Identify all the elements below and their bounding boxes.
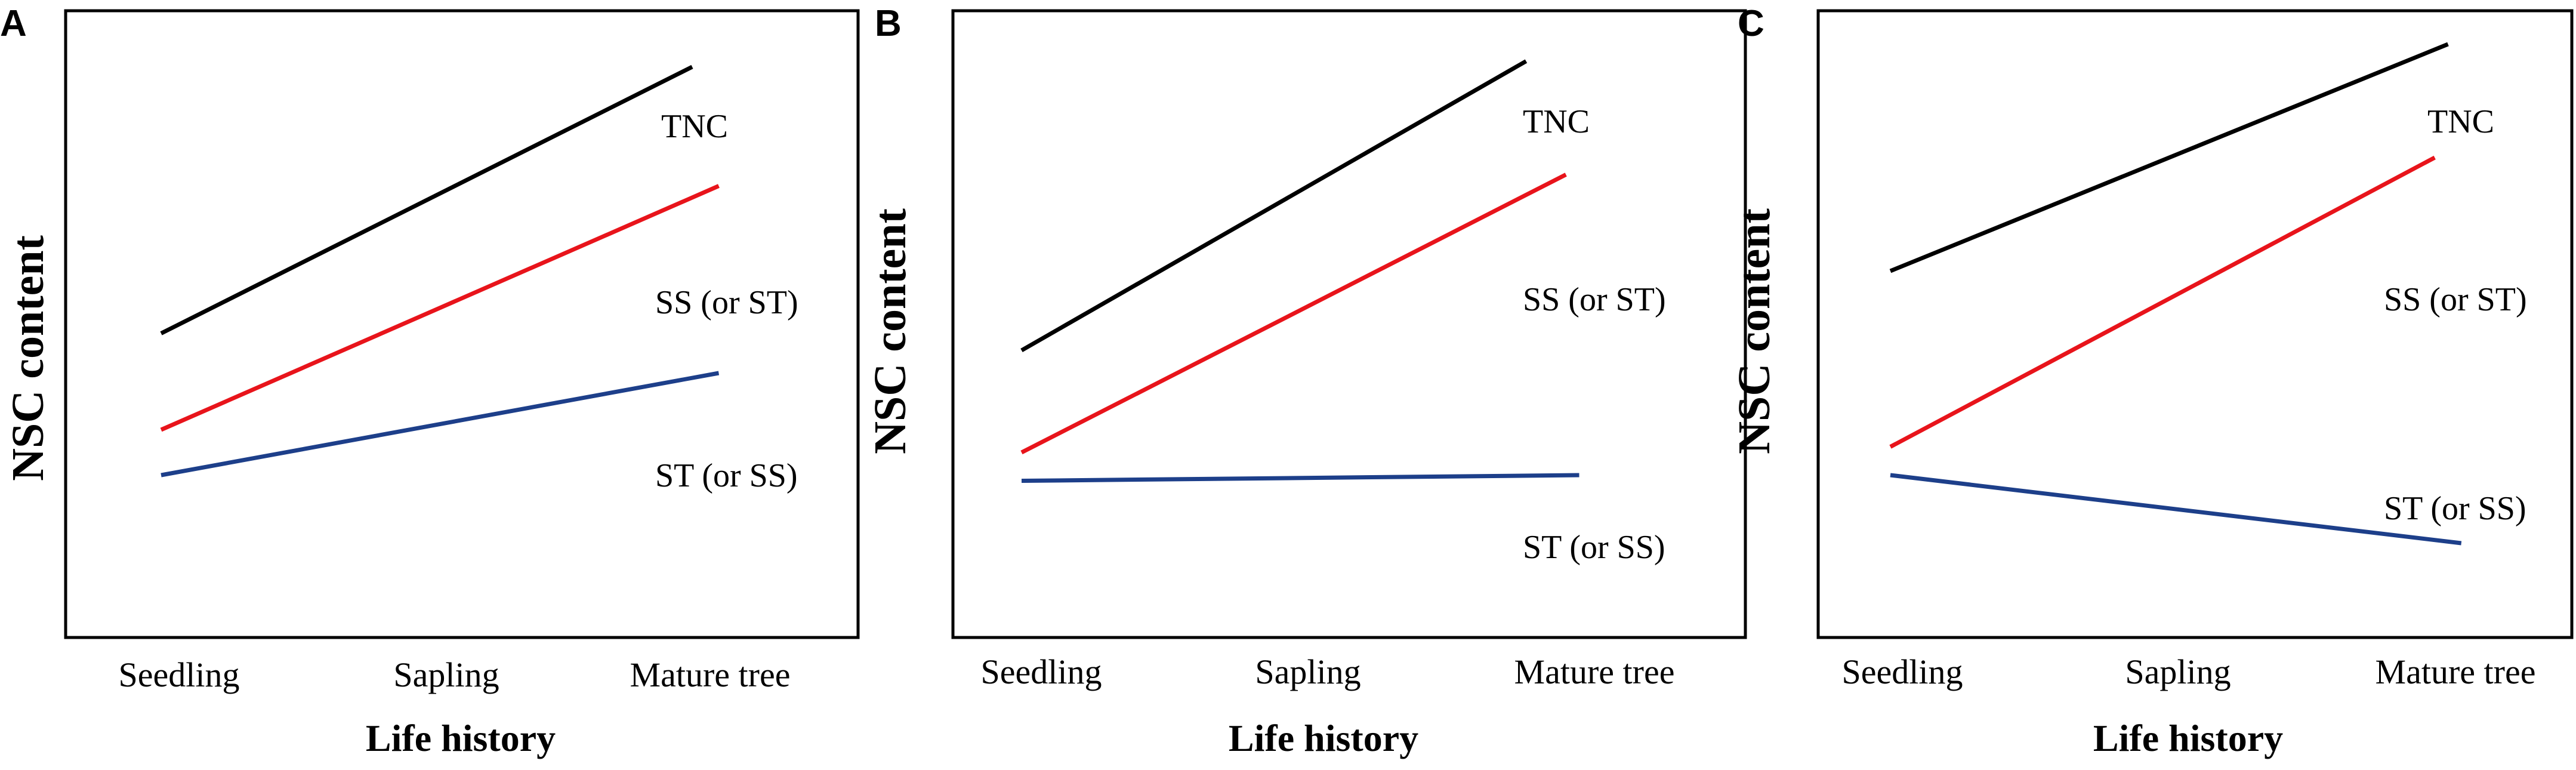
- panel-b-line-tnc: [1020, 59, 1528, 353]
- panel-c-y-axis-title: NSC content: [1729, 208, 1779, 454]
- panel-b-x-tick-seedling: Seedling: [981, 652, 1102, 691]
- panel-c-label-st: ST (or SS): [2384, 490, 2526, 527]
- panel-c: C NSC content TNC SS (or ST) ST (or SS) …: [1729, 3, 2574, 759]
- panel-b-y-axis-title: NSC content: [865, 208, 915, 454]
- panel-c-x-tick-seedling: Seedling: [1842, 652, 1963, 691]
- panel-a-letter: A: [0, 3, 27, 44]
- panel-c-plot-frame: [1816, 9, 2574, 639]
- panel-b-label-st: ST (or SS): [1523, 529, 1665, 566]
- panel-b-line-st: [1021, 473, 1579, 483]
- panel-a-y-axis-title: NSC content: [3, 235, 53, 481]
- panel-a-line-st: [161, 371, 720, 478]
- panel-c-label-tnc: TNC: [2427, 103, 2494, 140]
- panel-b-label-ss: SS (or ST): [1523, 281, 1666, 318]
- panel-c-line-st: [1890, 473, 2462, 546]
- panel-a-x-tick-sapling: Sapling: [393, 655, 499, 694]
- panel-c-x-tick-mature-tree: Mature tree: [2376, 652, 2536, 691]
- panel-c-x-axis-title: Life history: [2093, 717, 2283, 759]
- panel-c-line-ss: [1889, 155, 2436, 449]
- panel-b: B NSC content TNC SS (or ST) ST (or SS) …: [865, 3, 1747, 759]
- panel-b-plot-frame: [951, 9, 1747, 639]
- panel-a-plot-frame: [64, 9, 860, 639]
- panel-a-line-ss: [160, 184, 720, 432]
- panel-c-x-tick-sapling: Sapling: [2125, 652, 2231, 691]
- panel-a-x-tick-seedling: Seedling: [119, 655, 240, 694]
- panel-b-x-tick-mature-tree: Mature tree: [1514, 652, 1675, 691]
- panel-c-line-tnc: [1889, 42, 2449, 273]
- panel-a-x-axis-title: Life history: [366, 717, 556, 759]
- panel-a-line-tnc: [160, 64, 693, 335]
- panel-a-label-tnc: TNC: [661, 108, 728, 145]
- panel-a: A NSC content TNC SS (or ST) ST (or SS) …: [0, 3, 860, 759]
- panel-a-label-st: ST (or SS): [655, 457, 798, 494]
- panel-b-letter: B: [875, 3, 902, 44]
- panel-c-letter: C: [1738, 3, 1764, 44]
- panel-b-x-tick-sapling: Sapling: [1255, 652, 1361, 691]
- panel-c-label-ss: SS (or ST): [2384, 281, 2527, 318]
- panel-a-label-ss: SS (or ST): [655, 284, 798, 321]
- panel-b-line-ss: [1020, 173, 1567, 455]
- panel-b-label-tnc: TNC: [1523, 103, 1590, 140]
- panel-a-x-tick-mature-tree: Mature tree: [630, 655, 791, 694]
- panel-b-x-axis-title: Life history: [1229, 717, 1418, 759]
